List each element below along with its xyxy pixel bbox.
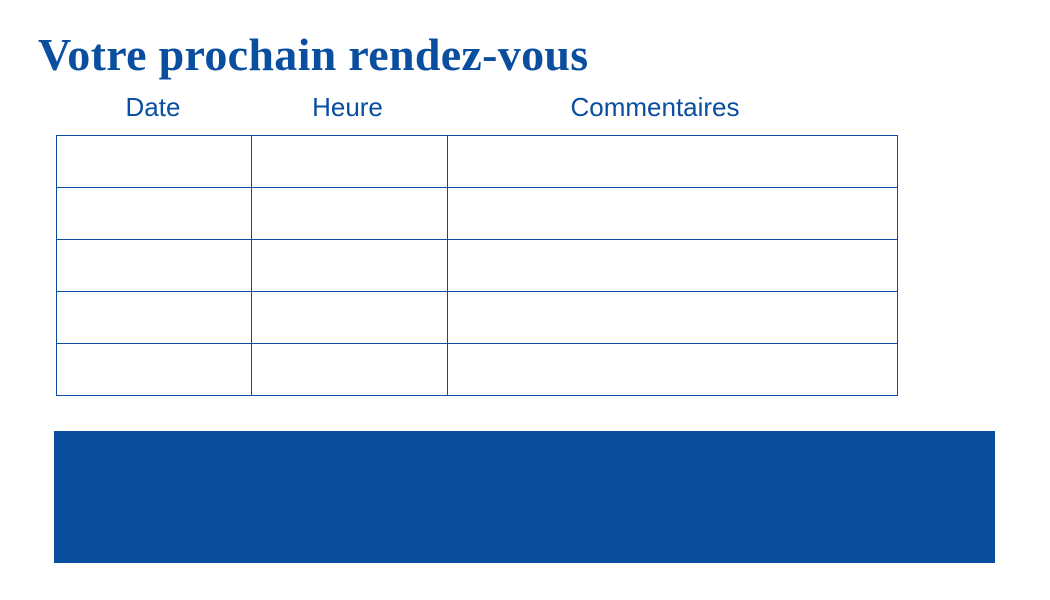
- table-cell-commentaires[interactable]: [447, 343, 898, 396]
- table-cell-heure[interactable]: [251, 343, 448, 396]
- blue-footer-band: [54, 431, 995, 563]
- table-cell-commentaires[interactable]: [447, 187, 898, 240]
- table-cell-heure[interactable]: [251, 239, 448, 292]
- table-cell-commentaires[interactable]: [447, 135, 898, 188]
- table-cell-commentaires[interactable]: [447, 291, 898, 344]
- page-title: Votre prochain rendez-vous: [38, 29, 589, 80]
- table-cell-date[interactable]: [56, 135, 252, 188]
- table-row: [56, 291, 898, 344]
- table-cell-heure[interactable]: [251, 291, 448, 344]
- table-row: [56, 239, 898, 292]
- appointment-table: [56, 135, 898, 396]
- table-cell-date[interactable]: [56, 187, 252, 240]
- column-header-heure: Heure: [312, 92, 383, 122]
- table-cell-date[interactable]: [56, 343, 252, 396]
- table-cell-date[interactable]: [56, 291, 252, 344]
- table-row: [56, 187, 898, 240]
- table-cell-heure[interactable]: [251, 187, 448, 240]
- column-header-date: Date: [125, 92, 181, 122]
- table-cell-heure[interactable]: [251, 135, 448, 188]
- column-header-commentaires: Commentaires: [570, 92, 740, 122]
- table-row: [56, 343, 898, 396]
- table-cell-commentaires[interactable]: [447, 239, 898, 292]
- table-row: [56, 135, 898, 188]
- table-cell-date[interactable]: [56, 239, 252, 292]
